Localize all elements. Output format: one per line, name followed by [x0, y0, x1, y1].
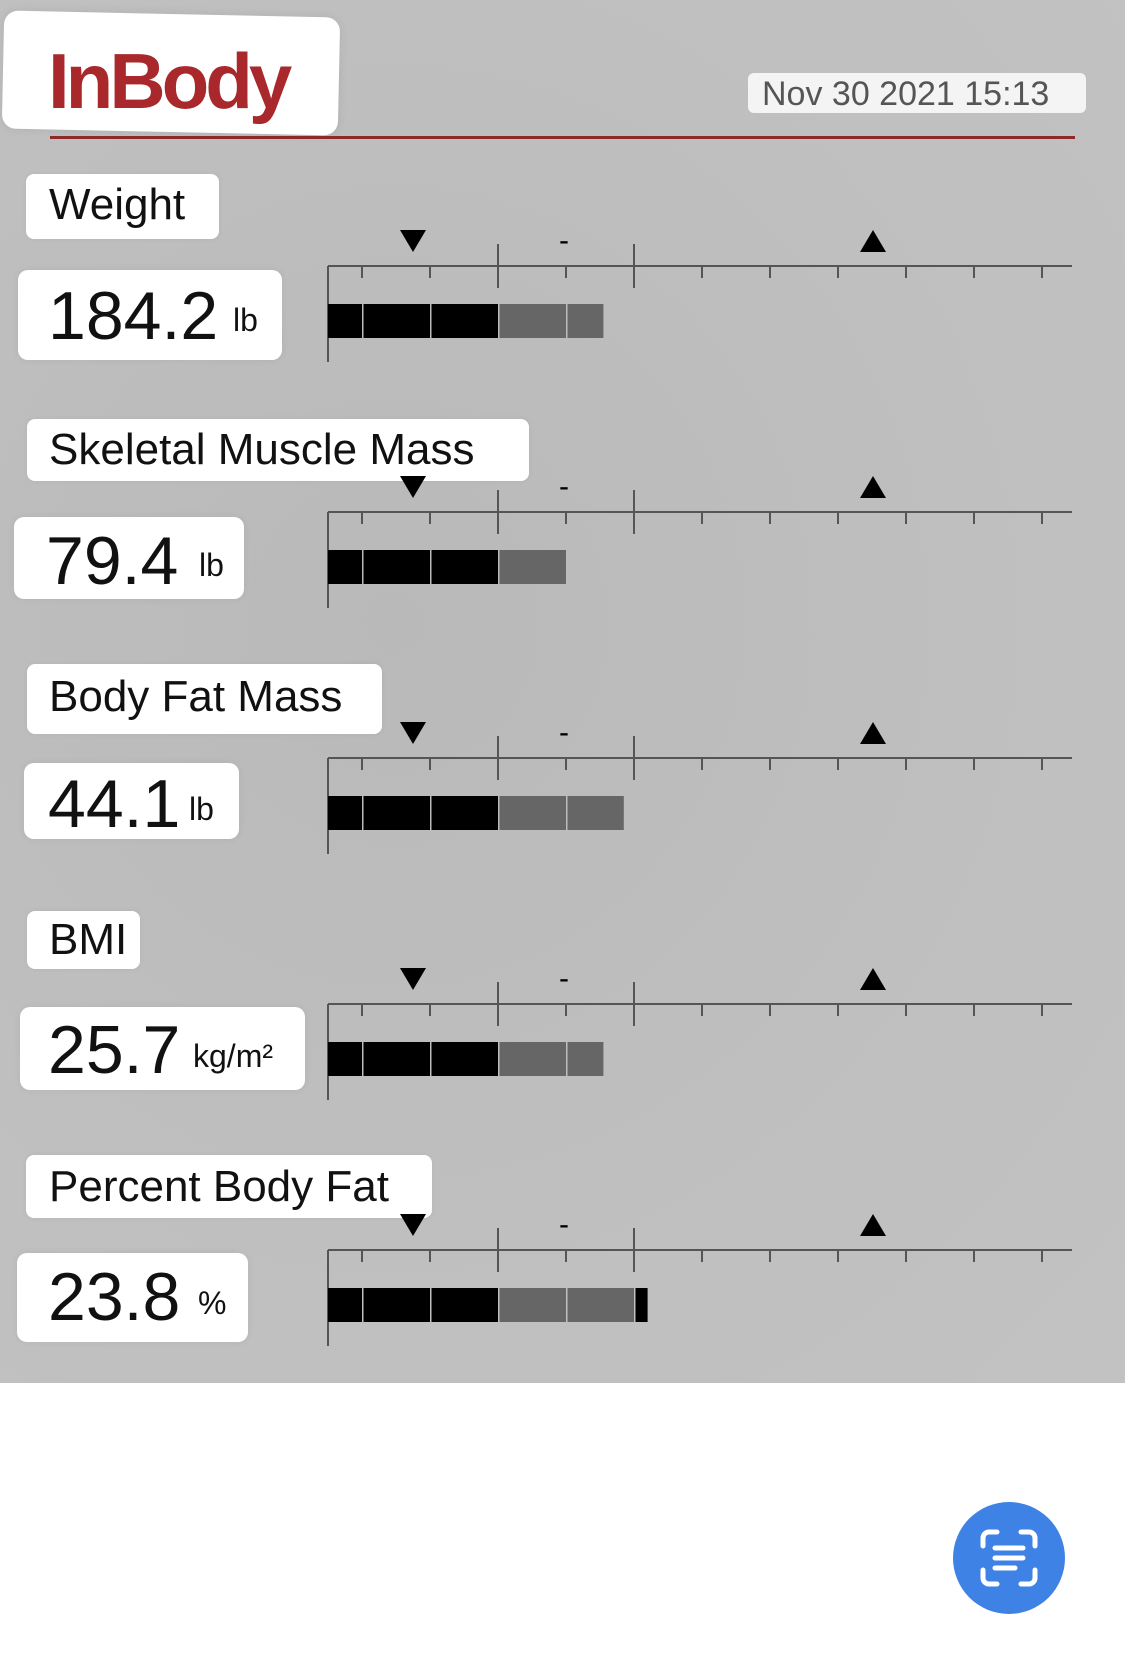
metric-unit-body-fat-mass: lb [189, 791, 214, 827]
bar-segment [363, 1042, 430, 1076]
metric-unit-bmi: kg/m² [193, 1038, 273, 1074]
gauge-skeletal-muscle-mass: - [327, 470, 1072, 608]
bar-segment [363, 796, 430, 830]
bar-segment [567, 1288, 634, 1322]
metric-value-badge [17, 1253, 248, 1342]
normal-range-marker: - [559, 962, 569, 995]
bar-segment [499, 304, 566, 338]
metric-label-badge [27, 664, 382, 734]
bar-segment [328, 796, 362, 830]
date-badge [748, 73, 1086, 113]
bar-segment [431, 1288, 498, 1322]
metric-unit-percent-body-fat: % [198, 1285, 227, 1321]
metric-label-badge [27, 911, 140, 969]
bar-segment [328, 550, 362, 584]
metric-label-bmi: BMI [49, 915, 128, 964]
metric-value-badge [24, 763, 239, 839]
lower-limit-marker [400, 1214, 426, 1236]
metric-value-percent-body-fat: 23.8 [48, 1259, 181, 1335]
bar-segment [567, 304, 604, 338]
bar-segment [431, 550, 498, 584]
bar-segment [363, 550, 430, 584]
bar-segment [499, 796, 566, 830]
bar-segment [499, 1042, 566, 1076]
metric-value-skeletal-muscle-mass: 79.4 [46, 523, 179, 599]
lower-limit-marker [400, 230, 426, 252]
bar-segment [328, 1042, 362, 1076]
text-scan-icon [980, 1529, 1038, 1587]
gauge-percent-body-fat: - [327, 1208, 1072, 1346]
gauge-body-fat-mass: - [327, 716, 1072, 854]
bar-segment [431, 1042, 498, 1076]
upper-limit-marker [860, 1214, 886, 1236]
normal-range-marker: - [559, 224, 569, 257]
metric-label-body-fat-mass: Body Fat Mass [49, 672, 343, 721]
bar-segment [328, 304, 362, 338]
lower-limit-marker [400, 722, 426, 744]
bar-segment [431, 796, 498, 830]
bar-segment [431, 304, 498, 338]
bar-segment [363, 304, 430, 338]
normal-range-marker: - [559, 470, 569, 503]
metric-value-badge [14, 517, 244, 599]
metric-label-badge [26, 1155, 432, 1218]
metric-label-skeletal-muscle-mass: Skeletal Muscle Mass [49, 425, 475, 474]
metric-value-weight: 184.2 [48, 278, 219, 354]
metric-value-bmi: 25.7 [48, 1012, 181, 1088]
upper-limit-marker [860, 968, 886, 990]
gauge-weight: - [327, 224, 1072, 362]
gauge-bmi: - [327, 962, 1072, 1100]
upper-limit-marker [860, 230, 886, 252]
bar-segment [363, 1288, 430, 1322]
lower-limit-marker [400, 968, 426, 990]
header-divider [50, 136, 1075, 139]
upper-limit-marker [860, 722, 886, 744]
inbody-logo: InBody [48, 37, 292, 125]
inbody-result-sheet: InBody Nov 30 2021 15:13 Weight 184.2 lb… [0, 0, 1125, 1383]
bar-segment [567, 796, 624, 830]
upper-limit-marker [860, 476, 886, 498]
metric-unit-skeletal-muscle-mass: lb [199, 547, 224, 583]
metric-label-percent-body-fat: Percent Body Fat [49, 1162, 389, 1211]
normal-range-marker: - [559, 1208, 569, 1241]
live-text-scan-button[interactable] [953, 1502, 1065, 1614]
bar-segment [499, 550, 566, 584]
metric-label-badge [26, 174, 219, 239]
bar-segment [499, 1288, 566, 1322]
metric-value-body-fat-mass: 44.1 [48, 766, 181, 842]
bar-segment [567, 1042, 604, 1076]
lower-limit-marker [400, 476, 426, 498]
measurement-datetime: Nov 30 2021 15:13 [762, 75, 1050, 113]
metric-value-badge [18, 270, 282, 360]
normal-range-marker: - [559, 716, 569, 749]
metric-label-badge [27, 419, 529, 481]
bar-segment [328, 1288, 362, 1322]
metric-label-weight: Weight [49, 180, 186, 229]
bar-segment [635, 1288, 648, 1322]
metric-unit-weight: lb [233, 302, 258, 338]
metric-value-badge [20, 1007, 305, 1090]
